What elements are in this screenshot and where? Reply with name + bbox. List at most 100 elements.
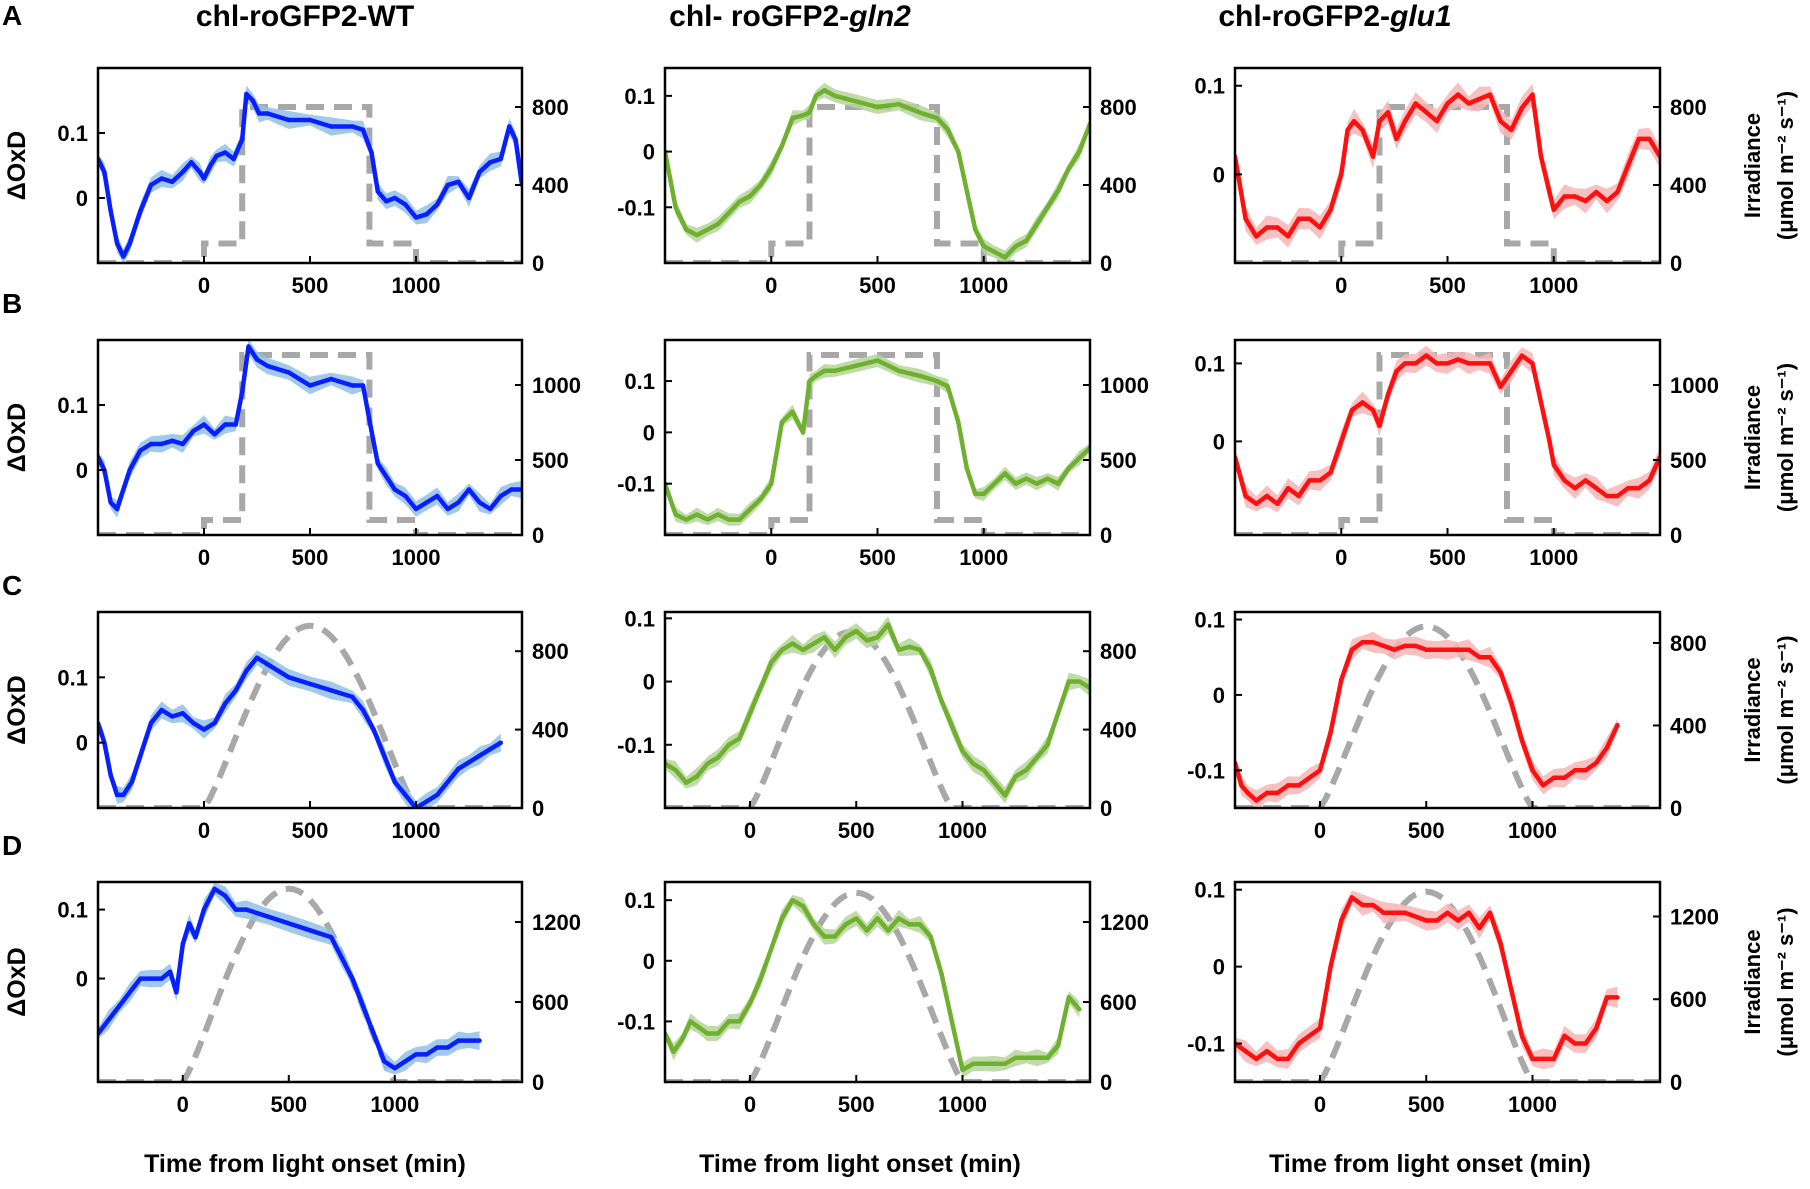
oxd-point: [369, 428, 374, 434]
y-right-tick-label: 400: [1100, 718, 1137, 743]
oxd-point: [907, 922, 912, 927]
oxd-point: [392, 195, 397, 201]
x-tick-label: 1000: [1508, 818, 1557, 843]
column-title-genotype: gln2: [849, 0, 911, 33]
oxd-point: [1562, 775, 1567, 780]
x-tick-label: 500: [859, 545, 896, 570]
oxd-point: [159, 976, 164, 981]
oxd-point: [121, 792, 126, 798]
x-axis-label-wt: Time from light onset (min): [144, 1150, 466, 1178]
oxd-point: [790, 115, 795, 121]
oxd-point: [424, 799, 429, 804]
y-right-tick-label: 1000: [532, 373, 581, 398]
oxd-point: [265, 111, 270, 116]
oxd-point: [488, 506, 493, 512]
x-tick-label: 1000: [392, 273, 441, 298]
oxd-point: [769, 166, 774, 171]
oxd-point: [1530, 768, 1535, 773]
oxd-point: [758, 976, 763, 982]
oxd-point: [114, 241, 120, 246]
y-right-tick-label: 0: [1100, 251, 1112, 276]
oxd-point: [992, 249, 997, 255]
oxd-point: [1477, 361, 1482, 366]
oxd-point: [705, 517, 710, 522]
y-left-tick-label: -0.1: [617, 195, 655, 220]
oxd-point: [1604, 198, 1610, 204]
x-tick-label: 500: [1429, 545, 1466, 570]
y-left-tick-label: 0.1: [1194, 608, 1225, 633]
oxd-point: [1275, 225, 1280, 230]
oxd-point: [813, 373, 819, 379]
y-right-tick-label: 600: [532, 990, 569, 1015]
row-letter-b: B: [2, 288, 23, 319]
oxd-point: [191, 720, 196, 726]
y-left-tick-label: 0: [76, 458, 88, 483]
oxd-point: [384, 199, 389, 204]
oxd-point: [896, 102, 901, 107]
oxd-point: [1264, 790, 1270, 796]
oxd-point: [350, 383, 355, 388]
oxd-point: [1024, 476, 1029, 481]
column-title-genotype: glu1: [1390, 0, 1452, 33]
oxd-point: [456, 179, 461, 184]
oxd-point: [1034, 1055, 1040, 1061]
oxd-point: [1636, 486, 1642, 491]
oxd-point: [1055, 1043, 1061, 1048]
oxd-point: [240, 137, 245, 142]
x-tick-label: 500: [270, 1092, 307, 1117]
y-right-tick-label: 500: [1670, 448, 1707, 473]
panel-c-gln2: 0 500 1000 -0.1 0 0.1 0 400 800: [617, 606, 1137, 843]
oxd-point: [1317, 768, 1323, 773]
oxd-point: [1538, 400, 1544, 405]
oxd-point: [286, 370, 291, 375]
oxd-point: [212, 720, 217, 726]
oxd-point: [189, 160, 194, 165]
oxd-point: [992, 1061, 997, 1067]
x-tick-label: 1000: [1508, 1092, 1557, 1117]
oxd-point: [350, 694, 355, 700]
x-tick-label: 500: [1408, 818, 1445, 843]
oxd-point: [1066, 679, 1072, 684]
oxd-point: [1547, 439, 1552, 444]
oxd-point: [726, 742, 731, 747]
oxd-point: [1002, 471, 1008, 476]
oxd-point: [992, 780, 997, 785]
oxd-point: [1381, 643, 1387, 649]
oxd-point: [779, 143, 785, 149]
oxd-point: [1055, 711, 1061, 716]
oxd-point: [1498, 119, 1503, 124]
oxd-point: [180, 941, 185, 947]
oxd-point: [1360, 127, 1365, 133]
oxd-point: [1317, 225, 1323, 230]
oxd-point: [254, 357, 260, 362]
oxd-error-band: [1235, 631, 1618, 808]
y-right-tick-label: 400: [1670, 713, 1707, 738]
oxd-error-band: [1235, 345, 1660, 513]
oxd-point: [1413, 101, 1418, 106]
oxd-point: [180, 169, 185, 175]
oxd-point: [1328, 470, 1333, 475]
oxd-point: [445, 1045, 450, 1050]
x-tick-label: 1000: [392, 818, 441, 843]
oxd-point: [1296, 783, 1302, 788]
x-tick-label: 500: [859, 273, 896, 298]
oxd-point: [1540, 1056, 1546, 1062]
y-left-axis-label: ΔOxD: [3, 675, 31, 744]
oxd-point: [1498, 670, 1503, 675]
oxd-error-band: [98, 340, 522, 518]
oxd-point: [1445, 101, 1450, 106]
oxd-point: [769, 946, 774, 951]
light-curve: [665, 889, 1090, 1082]
axes-frame: [96, 66, 524, 265]
oxd-point: [223, 422, 228, 427]
y-left-tick-label: 0.1: [624, 369, 655, 394]
oxd-point: [885, 928, 891, 933]
y-left-tick-label: 0.1: [624, 606, 655, 631]
oxd-point: [1402, 361, 1408, 366]
oxd-point: [1625, 486, 1631, 491]
x-tick-label: 1000: [938, 818, 987, 843]
oxd-point: [403, 202, 408, 207]
y-right-axis-unit: (μmol m⁻² s⁻¹): [1773, 91, 1798, 240]
oxd-point: [1045, 476, 1050, 481]
oxd-point: [477, 1038, 482, 1043]
